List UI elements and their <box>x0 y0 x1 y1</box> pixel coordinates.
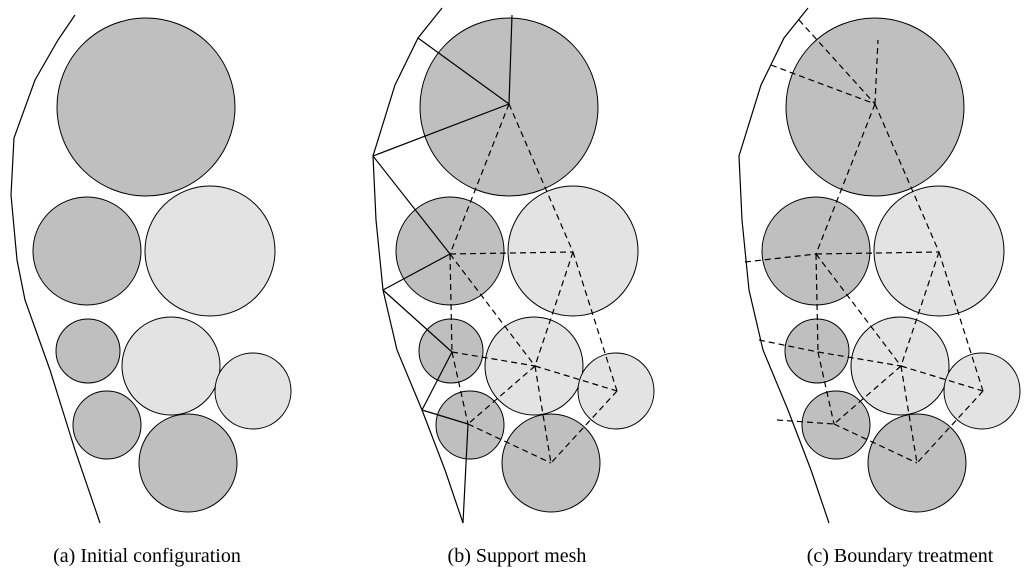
panel-b <box>372 7 655 524</box>
caption: (a) Initial configuration <box>53 545 241 567</box>
panel-a <box>10 14 292 524</box>
panel-c <box>738 7 1021 524</box>
caption: (b) Support mesh <box>448 545 587 567</box>
caption: (c) Boundary treatment <box>807 545 994 567</box>
